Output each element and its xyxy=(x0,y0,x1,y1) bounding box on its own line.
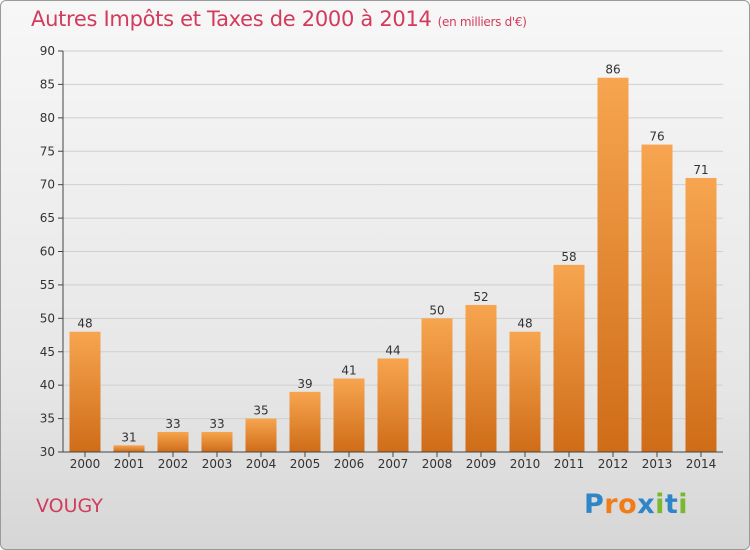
bar-2007 xyxy=(377,358,409,452)
data-label-2007: 44 xyxy=(385,343,400,357)
x-tick-label-2005: 2005 xyxy=(290,457,321,471)
data-label-2014: 71 xyxy=(693,163,708,177)
data-label-2010: 48 xyxy=(517,317,532,331)
bar-2013 xyxy=(641,144,673,453)
data-label-2001: 31 xyxy=(121,430,136,444)
logo-letter: t xyxy=(664,489,679,520)
bar-2014 xyxy=(685,177,717,452)
x-tick-label-2001: 2001 xyxy=(114,457,145,471)
logo-letter: i xyxy=(655,489,665,520)
place-name: VOUGY xyxy=(36,495,103,517)
data-label-2003: 33 xyxy=(209,417,224,431)
data-label-2011: 58 xyxy=(561,250,576,264)
chart-title: Autres Impôts et Taxes de 2000 à 2014 (en… xyxy=(31,7,527,31)
bar-2011 xyxy=(553,264,585,452)
y-tick-label: 50 xyxy=(40,311,55,325)
chart-title-text: Autres Impôts et Taxes de 2000 à 2014 xyxy=(31,7,432,31)
bar-2008 xyxy=(421,318,453,452)
x-tick-label-2002: 2002 xyxy=(158,457,189,471)
x-tick-label-2011: 2011 xyxy=(554,457,585,471)
bar-2004 xyxy=(245,418,277,452)
data-label-2008: 50 xyxy=(429,303,444,317)
y-tick-label: 60 xyxy=(40,245,55,259)
data-label-2002: 33 xyxy=(165,417,180,431)
x-tick-label-2012: 2012 xyxy=(598,457,629,471)
x-tick-label-2003: 2003 xyxy=(202,457,233,471)
logo-letter: r xyxy=(604,489,619,520)
x-tick-label-2000: 2000 xyxy=(70,457,101,471)
y-tick-label: 70 xyxy=(40,178,55,192)
x-tick-label-2010: 2010 xyxy=(510,457,541,471)
data-label-2005: 39 xyxy=(297,377,312,391)
y-tick-label: 30 xyxy=(40,445,55,459)
chart-subtitle: (en milliers d'€) xyxy=(437,15,527,29)
x-tick-label-2007: 2007 xyxy=(378,457,409,471)
y-tick-label: 75 xyxy=(40,144,55,158)
x-tick-label-2006: 2006 xyxy=(334,457,365,471)
bar-2010 xyxy=(509,331,541,452)
data-label-2000: 48 xyxy=(77,317,92,331)
y-tick-label: 65 xyxy=(40,211,55,225)
y-axis-ticks: 30 35 40 45 50 55 60 65 70 75 80 85 90 xyxy=(40,44,63,459)
data-label-2004: 35 xyxy=(253,404,268,418)
logo-letter: o xyxy=(618,489,638,520)
y-tick-label: 40 xyxy=(40,378,55,392)
y-tick-label: 45 xyxy=(40,345,55,359)
bar-2006 xyxy=(333,378,365,452)
y-tick-label: 55 xyxy=(40,278,55,292)
bars xyxy=(69,77,717,453)
x-tick-label-2013: 2013 xyxy=(642,457,673,471)
x-tick-label-2004: 2004 xyxy=(246,457,277,471)
x-tick-label-2014: 2014 xyxy=(686,457,717,471)
x-axis-ticks: 2000 2001 2002 2003 2004 2005 2006 2007 2008 2009… xyxy=(70,452,717,471)
bar-2009 xyxy=(465,304,497,452)
bar-2000 xyxy=(69,331,101,452)
y-tick-label: 35 xyxy=(40,412,55,426)
bar-2012 xyxy=(597,77,629,452)
bar-2001 xyxy=(113,445,145,452)
logo-letter: P xyxy=(584,489,605,520)
data-labels: 48 31 33 33 35 39 41 44 50 52 48 58 86 76 71 xyxy=(77,63,708,445)
data-label-2006: 41 xyxy=(341,363,356,377)
data-label-2009: 52 xyxy=(473,290,488,304)
bar-2003 xyxy=(201,431,233,452)
logo-letter: x xyxy=(637,489,656,520)
bar-2005 xyxy=(289,391,321,452)
bar-2002 xyxy=(157,431,189,452)
logo-letter: i xyxy=(678,489,689,520)
x-tick-label-2008: 2008 xyxy=(422,457,453,471)
y-tick-label: 80 xyxy=(40,111,55,125)
data-label-2013: 76 xyxy=(649,130,664,144)
proxiti-logo[interactable]: Proxiti xyxy=(584,489,688,520)
y-tick-label: 90 xyxy=(40,44,55,58)
y-tick-label: 85 xyxy=(40,77,55,91)
data-label-2012: 86 xyxy=(605,63,620,77)
x-tick-label-2009: 2009 xyxy=(466,457,497,471)
